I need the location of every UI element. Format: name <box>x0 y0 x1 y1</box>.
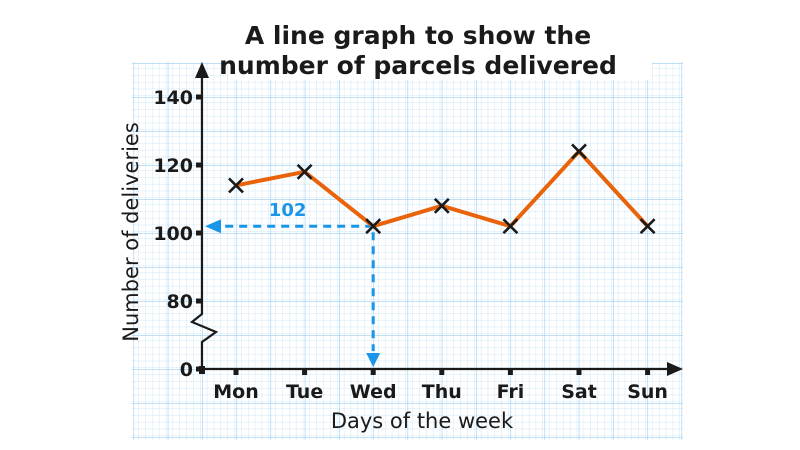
annotation-label: 102 <box>269 200 307 221</box>
x-tick-label: Sun <box>627 381 668 403</box>
data-point-x-marker-icon <box>502 218 519 235</box>
x-tick-label: Sat <box>561 381 597 403</box>
data-point-x-marker-icon <box>228 177 244 194</box>
svg-text:number of parcels delivered: number of parcels delivered <box>219 51 617 80</box>
svg-text:A line graph to show the: A line graph to show the <box>245 21 591 50</box>
arrow-down-icon <box>366 353 381 367</box>
y-axis-arrow-icon <box>195 62 209 78</box>
x-axis-label: Days of the week <box>331 409 514 433</box>
data-series <box>228 143 656 235</box>
data-point-x-marker-icon <box>571 143 587 160</box>
x-tick-label: Tue <box>286 381 323 403</box>
x-axis-ticks: Mon Tue Wed Thu Fri Sat Sun <box>213 369 668 403</box>
data-point-x-marker-icon <box>639 218 656 235</box>
data-point-x-marker-icon <box>433 197 450 214</box>
x-tick-label: Thu <box>422 381 462 403</box>
y-tick-label: 100 <box>153 223 193 245</box>
y-tick-label: 80 <box>167 291 193 313</box>
y-axis-ticks: 0 80 100 120 140 <box>153 87 202 381</box>
graph-paper-grid <box>132 62 683 440</box>
y-tick-label: 120 <box>153 155 193 177</box>
data-point-x-marker-icon <box>365 218 382 235</box>
x-axis-arrow-icon <box>667 362 683 376</box>
chart-title: A line graph to show the number of parce… <box>219 21 652 80</box>
x-tick-label: Fri <box>497 381 525 403</box>
x-tick-label: Wed <box>350 381 397 403</box>
data-point-x-marker-icon <box>296 163 313 180</box>
x-tick-label: Mon <box>213 381 259 403</box>
y-axis-line <box>189 78 219 369</box>
value-annotation: 102 <box>205 200 381 367</box>
y-tick-label: 0 <box>180 359 193 381</box>
y-axis-label: Number of deliveries <box>119 122 143 342</box>
arrow-left-icon <box>205 219 221 234</box>
y-tick-label: 140 <box>153 87 193 109</box>
